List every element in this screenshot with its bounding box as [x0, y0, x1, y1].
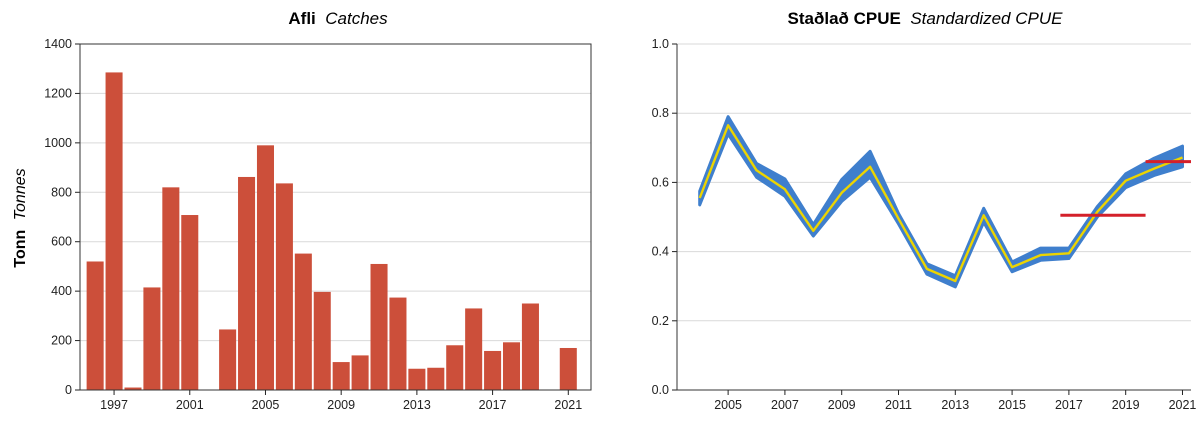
- catches-x-tick-label: 2021: [554, 398, 582, 412]
- catches-bar: [295, 254, 312, 390]
- catches-y-axis-label: Tonn Tonnes: [12, 168, 29, 267]
- catches-bar: [560, 348, 577, 390]
- catches-bar: [162, 187, 179, 390]
- catches-y-label-main: Tonn: [12, 230, 29, 268]
- catches-y-tick-label: 600: [51, 235, 72, 249]
- cpue-x-tick-label: 2013: [941, 398, 969, 412]
- cpue-grid: [677, 44, 1191, 321]
- catches-bar: [371, 264, 388, 390]
- catches-y-label-sub: Tonnes: [12, 168, 29, 220]
- cpue-x-tick-label: 2007: [771, 398, 799, 412]
- catches-bars: [87, 72, 577, 390]
- cpue-x-tick-label: 2019: [1112, 398, 1140, 412]
- catches-title-sub: Catches: [325, 9, 388, 28]
- catches-chart: Afli Catches Tonn Tonnes 0 200 400 600 800 10…: [12, 9, 591, 412]
- catches-x-tick-label: 2009: [327, 398, 355, 412]
- cpue-x-tick-label: 2009: [828, 398, 856, 412]
- catches-y-tick-label: 1000: [44, 136, 72, 150]
- cpue-axes: 0.0 0.2 0.4 0.6 0.8 1.0 2005 2007 2009 2011 2013 20…: [652, 37, 1197, 412]
- catches-y-tick-label: 800: [51, 185, 72, 199]
- catches-x-tick-label: 2013: [403, 398, 431, 412]
- catches-bar: [333, 362, 350, 390]
- cpue-chart: Staðlað CPUE Standardized CPUE 0.0 0.2 0.4…: [652, 9, 1197, 412]
- catches-y-tick-label: 1400: [44, 37, 72, 51]
- cpue-lines: [700, 117, 1191, 287]
- catches-bar: [352, 355, 369, 390]
- catches-bar: [408, 369, 425, 390]
- catches-y-tick-label: 1200: [44, 86, 72, 100]
- catches-bar: [276, 183, 293, 390]
- cpue-y-tick-label: 0.0: [652, 383, 669, 397]
- cpue-x-tick-label: 2021: [1169, 398, 1197, 412]
- cpue-y-tick-label: 0.6: [652, 175, 669, 189]
- cpue-title-sub: Standardized CPUE: [910, 9, 1063, 28]
- catches-bar: [522, 304, 539, 391]
- catches-x-tick-label: 2017: [479, 398, 507, 412]
- catches-bar: [143, 287, 160, 390]
- catches-bar: [257, 145, 274, 390]
- catches-y-tick-label: 0: [65, 383, 72, 397]
- catches-bar: [314, 292, 331, 390]
- cpue-confidence-band: [700, 117, 1183, 287]
- catches-bar: [484, 351, 501, 390]
- cpue-y-tick-label: 0.4: [652, 245, 669, 259]
- cpue-title-main: Staðlað CPUE: [788, 9, 901, 28]
- catches-y-tick-label: 200: [51, 334, 72, 348]
- cpue-y-tick-label: 0.8: [652, 106, 669, 120]
- catches-bar: [465, 308, 482, 390]
- catches-bar: [389, 298, 406, 390]
- catches-bar: [219, 329, 236, 390]
- catches-bar: [181, 215, 198, 390]
- cpue-title: Staðlað CPUE Standardized CPUE: [788, 9, 1064, 28]
- cpue-x-tick-label: 2005: [714, 398, 742, 412]
- catches-x-tick-label: 1997: [100, 398, 128, 412]
- cpue-x-tick-label: 2017: [1055, 398, 1083, 412]
- catches-title: Afli Catches: [288, 9, 388, 28]
- catches-x-tick-label: 2005: [252, 398, 280, 412]
- cpue-y-tick-label: 0.2: [652, 314, 669, 328]
- cpue-x-tick-label: 2015: [998, 398, 1026, 412]
- catches-x-tick-label: 2001: [176, 398, 204, 412]
- catches-bar: [427, 368, 444, 390]
- catches-bar: [446, 345, 463, 390]
- catches-title-main: Afli: [288, 9, 315, 28]
- catches-y-tick-label: 400: [51, 284, 72, 298]
- cpue-x-tick-label: 2011: [885, 398, 912, 412]
- catches-bar: [106, 72, 123, 390]
- cpue-y-tick-label: 1.0: [652, 37, 669, 51]
- catches-bar: [503, 342, 520, 390]
- catches-bar: [238, 177, 255, 390]
- catches-bar: [87, 261, 104, 390]
